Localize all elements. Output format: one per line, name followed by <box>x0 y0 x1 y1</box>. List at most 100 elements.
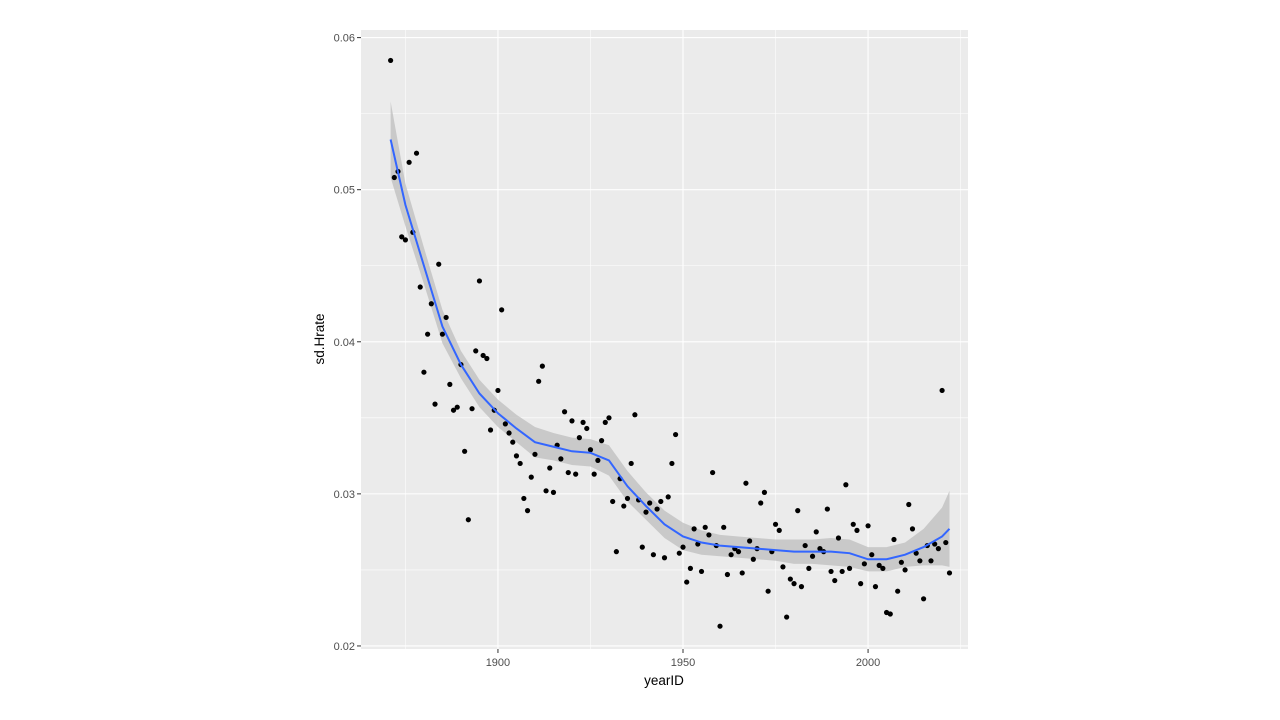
data-point <box>832 577 838 584</box>
data-point <box>673 431 679 438</box>
data-point <box>539 363 545 369</box>
data-point <box>813 529 819 535</box>
data-point <box>865 523 871 529</box>
x-axis: 1900 1950 2000 <box>486 649 880 669</box>
data-point <box>724 571 731 578</box>
data-point <box>406 159 412 165</box>
x-tick-label: 2000 <box>856 657 880 669</box>
data-point <box>702 524 708 530</box>
data-point <box>547 465 553 471</box>
data-point <box>391 174 397 181</box>
data-point <box>591 471 597 477</box>
data-point <box>791 581 797 587</box>
data-point <box>658 498 664 505</box>
data-point <box>465 517 471 523</box>
data-point <box>624 495 631 502</box>
data-point <box>425 331 431 337</box>
y-axis: 0.02 0.03 0.04 0.05 0.06 <box>334 33 361 653</box>
data-point <box>613 549 619 555</box>
data-point <box>521 495 527 502</box>
data-point <box>661 555 668 561</box>
data-point <box>798 584 805 590</box>
data-point <box>872 584 879 590</box>
data-point <box>898 559 904 565</box>
data-point <box>665 494 671 500</box>
data-point <box>558 456 564 462</box>
data-point <box>802 542 808 549</box>
data-point <box>761 489 768 495</box>
data-point <box>669 460 675 467</box>
data-point <box>676 550 682 556</box>
data-point <box>721 524 727 530</box>
data-point <box>747 538 753 544</box>
x-tick-label: 1950 <box>671 657 695 669</box>
data-point <box>480 352 486 359</box>
data-point <box>502 421 508 427</box>
plot-panel <box>361 30 968 649</box>
data-point <box>561 409 568 415</box>
data-point <box>739 570 745 576</box>
data-point <box>484 355 490 362</box>
data-point <box>824 506 830 512</box>
data-point <box>436 261 442 267</box>
data-point <box>584 425 590 432</box>
x-axis-title: yearID <box>644 673 684 688</box>
data-point <box>602 419 608 425</box>
data-point <box>469 406 475 412</box>
data-point <box>454 404 460 410</box>
data-point <box>828 568 834 575</box>
data-point <box>817 546 823 552</box>
data-point <box>621 503 627 509</box>
data-point <box>517 460 523 467</box>
data-point <box>891 536 897 543</box>
data-point <box>939 387 945 394</box>
data-point <box>495 387 501 394</box>
data-point <box>758 500 764 506</box>
y-tick-label: 0.03 <box>334 489 355 501</box>
data-point <box>499 307 505 313</box>
data-point <box>843 482 849 488</box>
data-point <box>573 471 579 477</box>
data-point <box>473 348 479 354</box>
data-point <box>765 588 771 594</box>
data-point <box>943 539 949 546</box>
data-point <box>917 558 923 564</box>
data-point <box>528 474 534 480</box>
data-point <box>610 498 616 505</box>
data-point <box>632 412 638 418</box>
data-point <box>880 565 886 571</box>
data-point <box>776 527 782 533</box>
data-point <box>687 565 694 571</box>
data-point <box>595 457 601 464</box>
data-point <box>462 448 468 454</box>
data-point <box>639 544 645 550</box>
data-point <box>576 435 582 441</box>
data-point <box>780 564 786 570</box>
data-point <box>946 570 953 576</box>
data-point <box>439 331 446 337</box>
data-point <box>895 588 901 594</box>
y-axis-title: sd.Hrate <box>312 313 327 364</box>
data-point <box>513 453 520 459</box>
data-point <box>680 544 686 550</box>
data-point <box>850 521 856 527</box>
data-point <box>710 469 716 476</box>
data-point <box>524 508 531 514</box>
data-point <box>772 521 779 527</box>
x-tick-label: 1900 <box>486 657 510 669</box>
data-point <box>580 419 586 425</box>
data-point <box>902 567 908 573</box>
data-point <box>743 480 749 486</box>
data-point <box>643 509 649 515</box>
data-point <box>417 284 423 290</box>
y-tick-label: 0.05 <box>334 185 355 197</box>
data-point <box>432 401 438 407</box>
data-point <box>443 314 449 321</box>
data-point <box>598 438 605 444</box>
data-point <box>806 565 812 571</box>
data-point <box>532 451 538 457</box>
data-point <box>787 576 793 582</box>
data-point <box>935 546 941 552</box>
y-tick-label: 0.06 <box>334 33 355 45</box>
